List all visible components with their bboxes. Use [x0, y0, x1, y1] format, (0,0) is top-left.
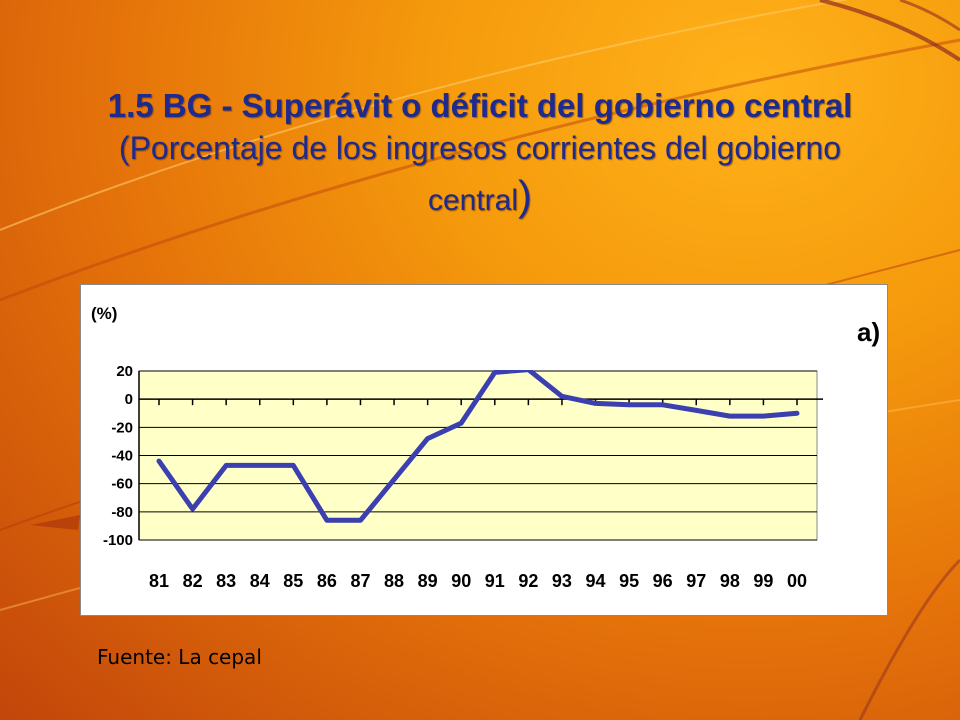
- title-close-paren: ): [518, 172, 533, 219]
- line-chart: 20 0 -20 -40 -60 -80 -100 81 82 83 84 85 86 87 88 89 90 9…: [91, 304, 880, 591]
- x-tick-label-9: 90: [451, 571, 471, 591]
- x-tick-label-16: 97: [686, 571, 706, 591]
- x-tick-label-6: 87: [350, 571, 370, 591]
- chart-container: 20 0 -20 -40 -60 -80 -100 81 82 83 84 85 86 87 88 89 90 9…: [80, 284, 888, 616]
- y-unit-label: (%): [91, 304, 117, 323]
- x-tick-label-2: 83: [216, 571, 236, 591]
- x-tick-label-3: 84: [250, 571, 270, 591]
- y-tick-label-5: -80: [111, 504, 133, 521]
- title-main: 1.5 BG - Superávit o déficit del gobiern…: [107, 87, 853, 124]
- x-tick-label-1: 82: [183, 571, 203, 591]
- x-tick-label-0: 81: [149, 571, 169, 591]
- x-tick-label-4: 85: [283, 571, 303, 591]
- x-tick-label-17: 98: [720, 571, 740, 591]
- panel-label: a): [857, 317, 880, 347]
- x-tick-label-10: 91: [485, 571, 505, 591]
- series-line-0: [156, 370, 800, 523]
- x-tick-label-13: 94: [586, 571, 606, 591]
- y-tick-label-1: 0: [125, 391, 133, 408]
- y-tick-label-0: 20: [116, 363, 133, 380]
- x-tick-label-8: 89: [418, 571, 438, 591]
- y-tick-label-6: -100: [103, 532, 133, 549]
- x-tick-label-7: 88: [384, 571, 404, 591]
- x-tick-label-12: 93: [552, 571, 572, 591]
- title-subtitle: (Porcentaje de los ingresos corrientes d…: [118, 130, 842, 166]
- y-tick-label-2: -20: [111, 419, 133, 436]
- y-tick-label-3: -40: [111, 448, 133, 465]
- x-tick-label-14: 95: [619, 571, 639, 591]
- y-tick-label-4: -60: [111, 476, 133, 493]
- x-tick-label-19: 00: [787, 571, 807, 591]
- x-tick-label-15: 96: [653, 571, 673, 591]
- x-tick-label-18: 99: [753, 571, 773, 591]
- source-note: Fuente: La cepal: [97, 645, 262, 669]
- title-subtitle-end: central: [427, 184, 519, 217]
- slide-title: 1.5 BG - Superávit o déficit del gobiern…: [40, 86, 920, 227]
- x-tick-label-5: 86: [317, 571, 337, 591]
- x-tick-label-11: 92: [518, 571, 538, 591]
